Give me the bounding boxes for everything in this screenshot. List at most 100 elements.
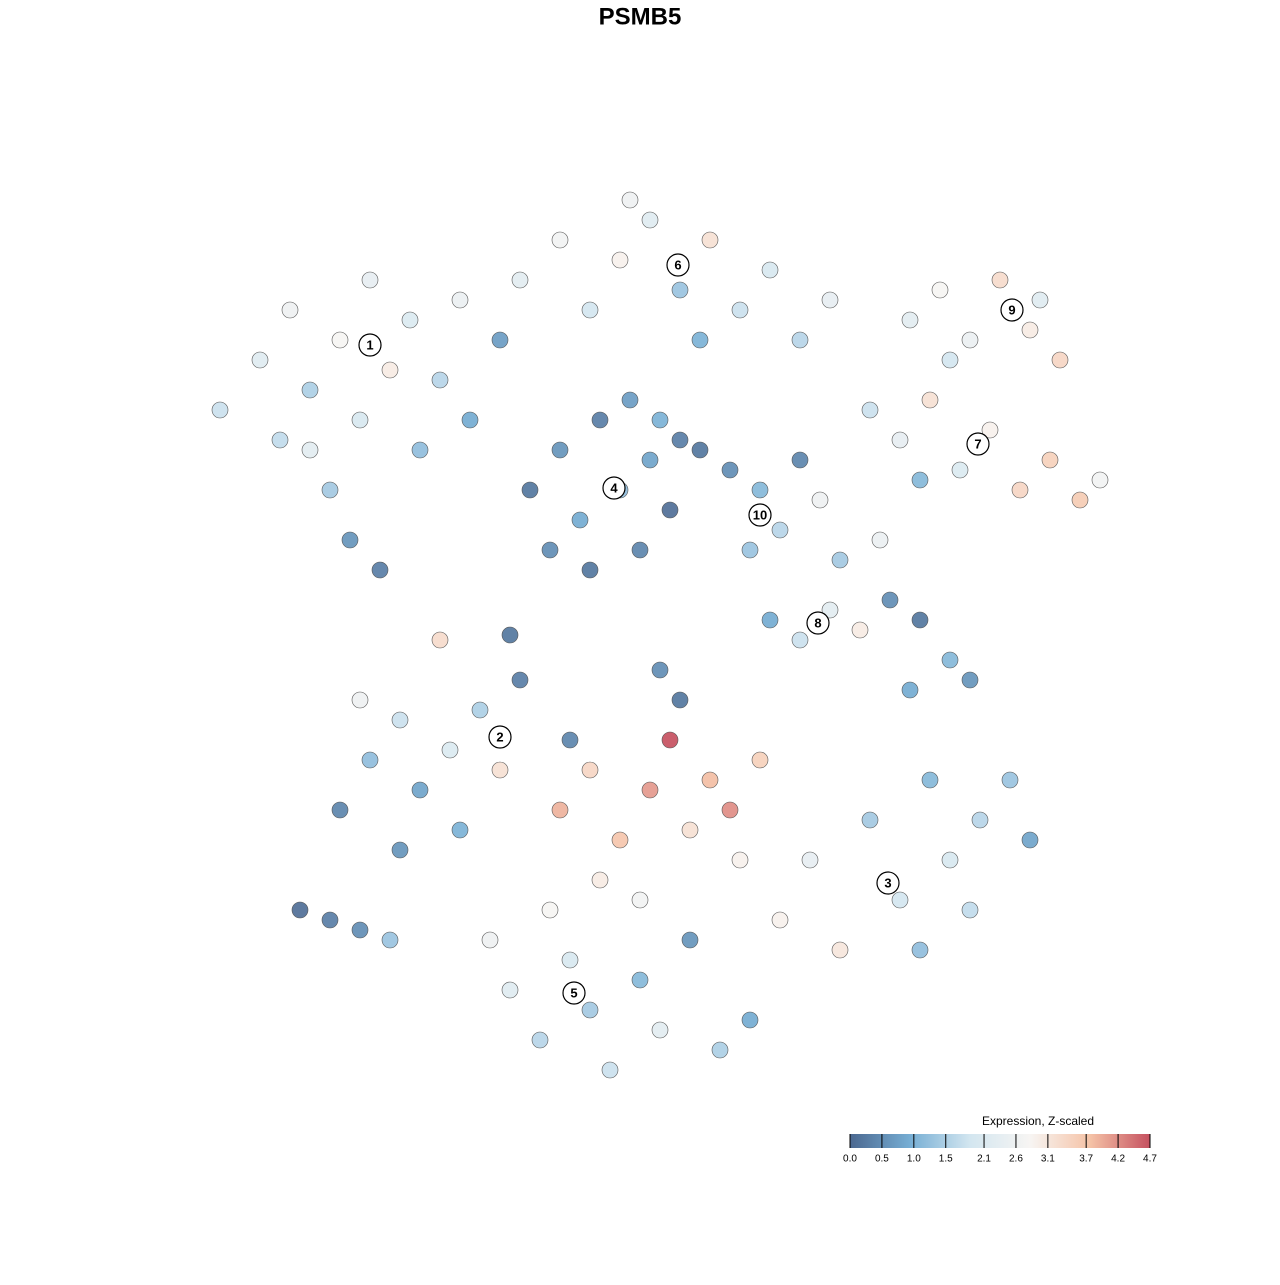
point bbox=[681, 931, 699, 949]
colorbar-tick-label: 4.2 bbox=[1111, 1154, 1125, 1165]
point bbox=[641, 211, 659, 229]
point bbox=[521, 481, 539, 499]
point bbox=[961, 671, 979, 689]
point bbox=[511, 271, 529, 289]
colorbar-tick-label: 2.6 bbox=[1009, 1154, 1023, 1165]
point bbox=[701, 231, 719, 249]
point bbox=[631, 541, 649, 559]
cluster-marker bbox=[966, 432, 990, 456]
colorbar-tick-label: 4.7 bbox=[1143, 1154, 1157, 1165]
point bbox=[581, 1001, 599, 1019]
point bbox=[791, 331, 809, 349]
point bbox=[661, 501, 679, 519]
point bbox=[271, 431, 289, 449]
cluster-label: 2 bbox=[496, 729, 503, 744]
point bbox=[941, 851, 959, 869]
cluster-marker bbox=[876, 871, 900, 895]
point bbox=[911, 611, 929, 629]
point bbox=[631, 971, 649, 989]
point bbox=[511, 671, 529, 689]
cluster-marker bbox=[748, 503, 772, 527]
point bbox=[471, 701, 489, 719]
point bbox=[741, 1011, 759, 1029]
point bbox=[881, 591, 899, 609]
point bbox=[351, 691, 369, 709]
point bbox=[661, 731, 679, 749]
cluster-label: 8 bbox=[814, 615, 821, 630]
point bbox=[691, 441, 709, 459]
point bbox=[641, 451, 659, 469]
legend: Expression, Z-scaled 0.0 0.5 1.0 1.5 2.1 2.6 3.… bbox=[843, 1114, 1157, 1164]
points bbox=[211, 191, 1109, 1079]
point bbox=[491, 331, 509, 349]
point bbox=[581, 301, 599, 319]
cluster-marker bbox=[488, 725, 512, 749]
point bbox=[591, 871, 609, 889]
point bbox=[611, 831, 629, 849]
point bbox=[581, 561, 599, 579]
point bbox=[391, 841, 409, 859]
point bbox=[361, 271, 379, 289]
colorbar-tick-label: 0.0 bbox=[843, 1154, 857, 1165]
point bbox=[651, 1021, 669, 1039]
cluster-label: 6 bbox=[674, 257, 681, 272]
point bbox=[341, 531, 359, 549]
point bbox=[1021, 321, 1039, 339]
point bbox=[411, 441, 429, 459]
point bbox=[371, 561, 389, 579]
point bbox=[971, 811, 989, 829]
point bbox=[551, 801, 569, 819]
point bbox=[811, 491, 829, 509]
point bbox=[1011, 481, 1029, 499]
point bbox=[551, 441, 569, 459]
point bbox=[301, 441, 319, 459]
point bbox=[481, 931, 499, 949]
point bbox=[381, 931, 399, 949]
point bbox=[821, 291, 839, 309]
point bbox=[711, 1041, 729, 1059]
point bbox=[751, 481, 769, 499]
point bbox=[401, 311, 419, 329]
point bbox=[411, 781, 429, 799]
point bbox=[891, 431, 909, 449]
point bbox=[571, 511, 589, 529]
point bbox=[281, 301, 299, 319]
point bbox=[361, 751, 379, 769]
point bbox=[1091, 471, 1109, 489]
point bbox=[761, 261, 779, 279]
point bbox=[641, 781, 659, 799]
cluster-label: 9 bbox=[1008, 302, 1015, 317]
point bbox=[601, 1061, 619, 1079]
point bbox=[911, 471, 929, 489]
point bbox=[251, 351, 269, 369]
cluster-marker bbox=[358, 333, 382, 357]
point bbox=[451, 291, 469, 309]
point bbox=[671, 691, 689, 709]
point bbox=[981, 421, 999, 439]
point bbox=[691, 331, 709, 349]
point bbox=[731, 851, 749, 869]
point bbox=[541, 901, 559, 919]
point bbox=[721, 801, 739, 819]
point bbox=[561, 951, 579, 969]
point bbox=[1051, 351, 1069, 369]
colorbar-tick-label: 3.1 bbox=[1041, 1154, 1055, 1165]
point bbox=[721, 461, 739, 479]
point bbox=[701, 771, 719, 789]
colorbar-tick-label: 0.5 bbox=[875, 1154, 889, 1165]
point bbox=[611, 251, 629, 269]
point bbox=[1031, 291, 1049, 309]
point bbox=[331, 801, 349, 819]
point bbox=[961, 901, 979, 919]
point bbox=[831, 551, 849, 569]
point bbox=[681, 821, 699, 839]
colorbar bbox=[850, 1134, 1150, 1148]
point bbox=[501, 626, 519, 644]
chart-title: PSMB5 bbox=[599, 3, 682, 30]
point bbox=[1021, 831, 1039, 849]
point bbox=[381, 361, 399, 379]
point bbox=[451, 821, 469, 839]
point bbox=[331, 331, 349, 349]
point bbox=[871, 531, 889, 549]
